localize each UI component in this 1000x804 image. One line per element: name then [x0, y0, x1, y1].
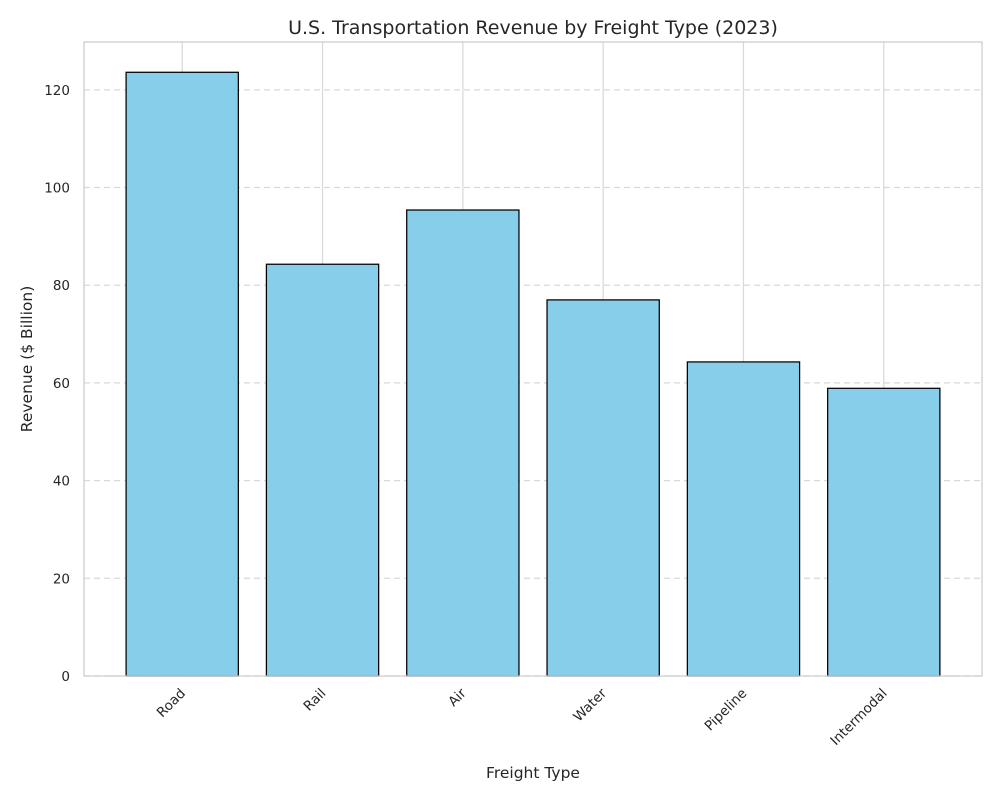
y-tick-label: 80: [53, 278, 70, 294]
y-tick-label: 40: [53, 474, 70, 490]
y-tick-label: 60: [53, 376, 70, 392]
x-tick-label-road: Road: [154, 686, 189, 721]
y-axis-ticks: 0 20 40 60 80 100 120: [44, 83, 70, 685]
bar-intermodal: [827, 387, 941, 677]
y-tick-label: 20: [53, 571, 70, 587]
x-tick-label-air: Air: [445, 685, 470, 710]
x-tick-label-pipeline: Pipeline: [702, 686, 751, 735]
bar-pipeline: [686, 361, 801, 677]
y-tick-label: 100: [44, 181, 70, 197]
bar-water: [546, 299, 660, 677]
bar-road: [125, 71, 239, 677]
bar-layer: [125, 71, 941, 677]
x-tick-label-water: Water: [570, 685, 610, 725]
x-tick-label-rail: Rail: [300, 686, 329, 715]
y-tick-label: 120: [44, 83, 70, 99]
plot-frame: [83, 41, 983, 677]
bar-air: [406, 209, 520, 677]
y-tick-label: 0: [61, 669, 70, 685]
y-axis-label: Revenue ($ Billion): [18, 286, 36, 432]
chart-title: U.S. Transportation Revenue by Freight T…: [288, 17, 778, 39]
x-axis-label: Freight Type: [486, 764, 580, 782]
x-tick-label-intermodal: Intermodal: [827, 686, 890, 749]
bar-rail: [265, 263, 380, 677]
x-axis-ticks: Road Rail Air Water Pipeline Intermodal: [154, 685, 891, 749]
